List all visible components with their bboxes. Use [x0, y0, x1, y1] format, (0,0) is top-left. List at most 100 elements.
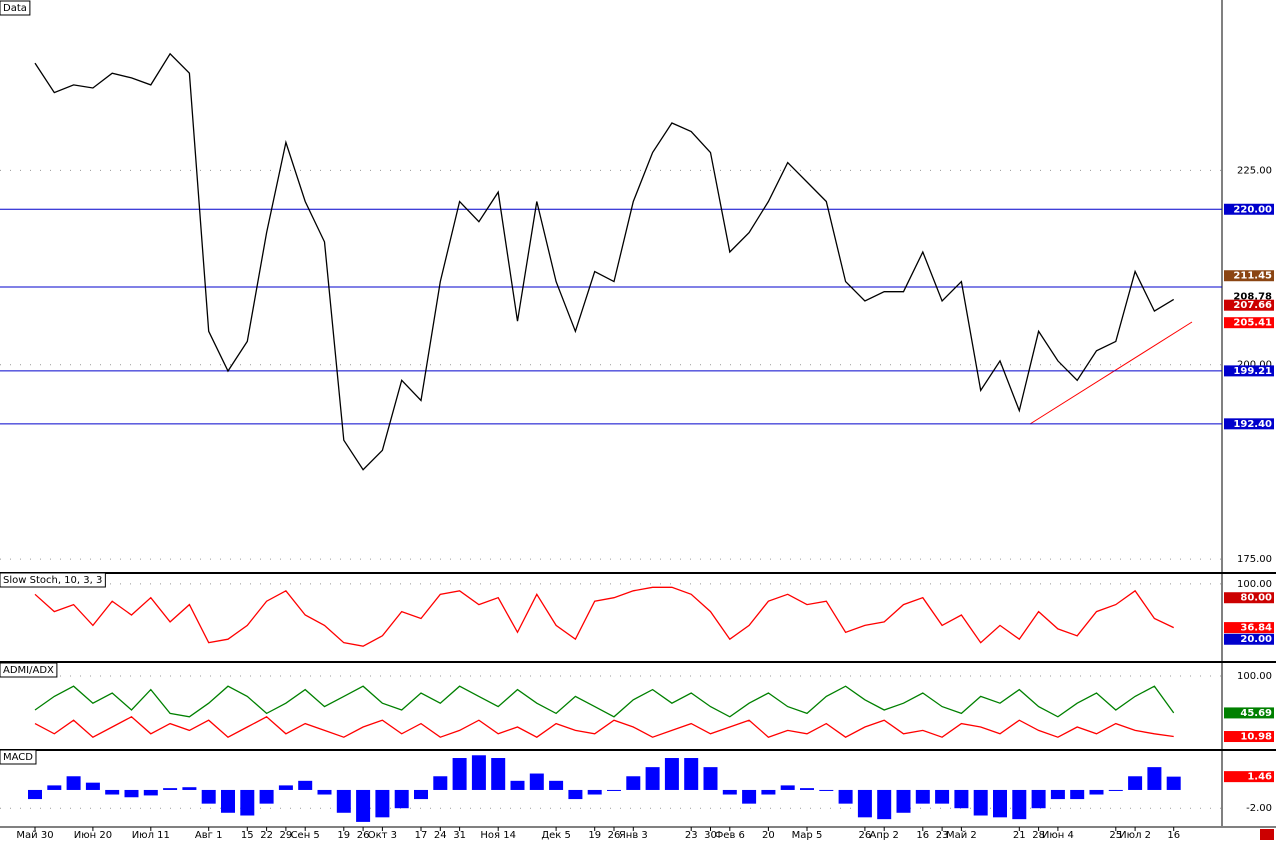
price-marker-label: 192.40 [1233, 419, 1272, 430]
x-tick-label: 19 [337, 830, 350, 841]
y-tick-label: 200.00 [1237, 360, 1272, 371]
y-tick-label: -2.00 [1246, 803, 1272, 814]
series-line [34, 685, 1175, 718]
histogram-bar [1031, 789, 1046, 809]
price-marker [1224, 771, 1274, 783]
x-tick-label: 26 [608, 830, 621, 841]
histogram-bar [375, 789, 390, 818]
panel-title: ADMI/ADX [3, 665, 54, 676]
histogram-bar [1089, 789, 1104, 795]
price-marker-label: 20.00 [1240, 634, 1272, 645]
histogram-bar [780, 785, 795, 790]
histogram-bar [394, 789, 409, 809]
histogram-bar [684, 758, 699, 790]
histogram-bar [1108, 789, 1123, 791]
y-tick-label: 100.00 [1237, 671, 1272, 682]
histogram-bar [722, 789, 737, 795]
x-tick-label: 30 [704, 830, 717, 841]
scroll-button[interactable] [1260, 829, 1274, 840]
x-tick-label: Янв 3 [619, 830, 648, 841]
x-tick-label: Авг 1 [195, 830, 223, 841]
histogram-bar [915, 789, 930, 804]
histogram-bar [1128, 776, 1143, 790]
series-line [34, 52, 1175, 471]
histogram-bar [587, 789, 602, 795]
price-marker [1224, 731, 1274, 743]
histogram-bar [66, 776, 81, 790]
x-tick-label: 15 [241, 830, 254, 841]
price-marker [1224, 622, 1274, 634]
price-marker-label: 211.45 [1233, 271, 1272, 282]
panel-title: Slow Stoch, 10, 3, 3 [3, 575, 102, 586]
x-tick-label: Мар 5 [792, 830, 823, 841]
histogram-bar [491, 758, 506, 790]
x-tick-label: 23 [936, 830, 949, 841]
panel-title: MACD [3, 752, 33, 763]
x-tick-label: 23 [685, 830, 698, 841]
series-line [34, 716, 1174, 738]
histogram-bar [510, 780, 525, 790]
y-tick-label: 100.00 [1237, 579, 1272, 590]
histogram-bar [626, 776, 641, 790]
x-tick-label: 26 [357, 830, 370, 841]
histogram-bar [433, 776, 448, 790]
histogram-bar [664, 758, 679, 790]
price-marker-label: 80.00 [1240, 593, 1272, 604]
x-tick-label: Ноя 14 [480, 830, 516, 841]
x-tick-label: 21 [1013, 830, 1026, 841]
histogram-bar [259, 789, 274, 804]
x-tick-label: 16 [916, 830, 929, 841]
trend-line [1029, 321, 1193, 425]
price-marker [1224, 290, 1274, 302]
x-tick-label: 31 [453, 830, 466, 841]
price-marker [1224, 418, 1274, 430]
histogram-bar [356, 789, 371, 822]
histogram-bar [182, 787, 197, 790]
price-marker-label: 220.00 [1233, 204, 1272, 215]
x-tick-label: 25 [1109, 830, 1122, 841]
histogram-bar [742, 789, 757, 804]
histogram-bar [414, 789, 428, 800]
x-tick-label: 28 [1032, 830, 1045, 841]
histogram-bar [761, 789, 776, 795]
histogram-bar [1166, 776, 1181, 790]
price-marker [1224, 203, 1274, 215]
x-tick-label: Июл 2 [1119, 830, 1151, 841]
price-marker [1224, 592, 1274, 604]
histogram-bar [607, 789, 621, 791]
x-tick-label: Июл 11 [132, 830, 170, 841]
x-tick-label: 24 [434, 830, 447, 841]
price-marker [1224, 299, 1274, 311]
histogram-bar [317, 789, 332, 795]
histogram-bar [800, 788, 814, 790]
x-tick-label: Май 30 [16, 830, 53, 841]
histogram-bar [105, 789, 120, 795]
histogram-bar [201, 789, 216, 804]
price-marker-label: 45.69 [1240, 708, 1272, 719]
x-tick-label: Фев 6 [715, 830, 745, 841]
price-marker [1224, 633, 1274, 645]
x-tick-label: Июн 20 [74, 830, 112, 841]
histogram-bar [163, 788, 178, 790]
y-tick-label: 175.00 [1237, 554, 1272, 565]
histogram-bar [47, 785, 62, 790]
price-marker [1224, 365, 1274, 377]
histogram-bar [28, 789, 42, 800]
price-marker-label: 208.78 [1233, 291, 1272, 302]
histogram-bar [568, 789, 583, 800]
x-tick-label: Май 2 [946, 830, 977, 841]
histogram-bar [1147, 767, 1162, 790]
x-tick-label: Дек 5 [541, 830, 571, 841]
price-marker-label: 205.41 [1233, 318, 1272, 329]
y-tick-label: 225.00 [1237, 165, 1272, 176]
histogram-bar [278, 785, 293, 790]
histogram-bar [85, 782, 100, 790]
histogram-bar [877, 789, 892, 820]
panel-title: Data [3, 3, 27, 14]
histogram-bar [221, 789, 235, 813]
histogram-bar [896, 789, 911, 813]
histogram-bar [857, 789, 872, 818]
panel-title-box [0, 749, 37, 765]
